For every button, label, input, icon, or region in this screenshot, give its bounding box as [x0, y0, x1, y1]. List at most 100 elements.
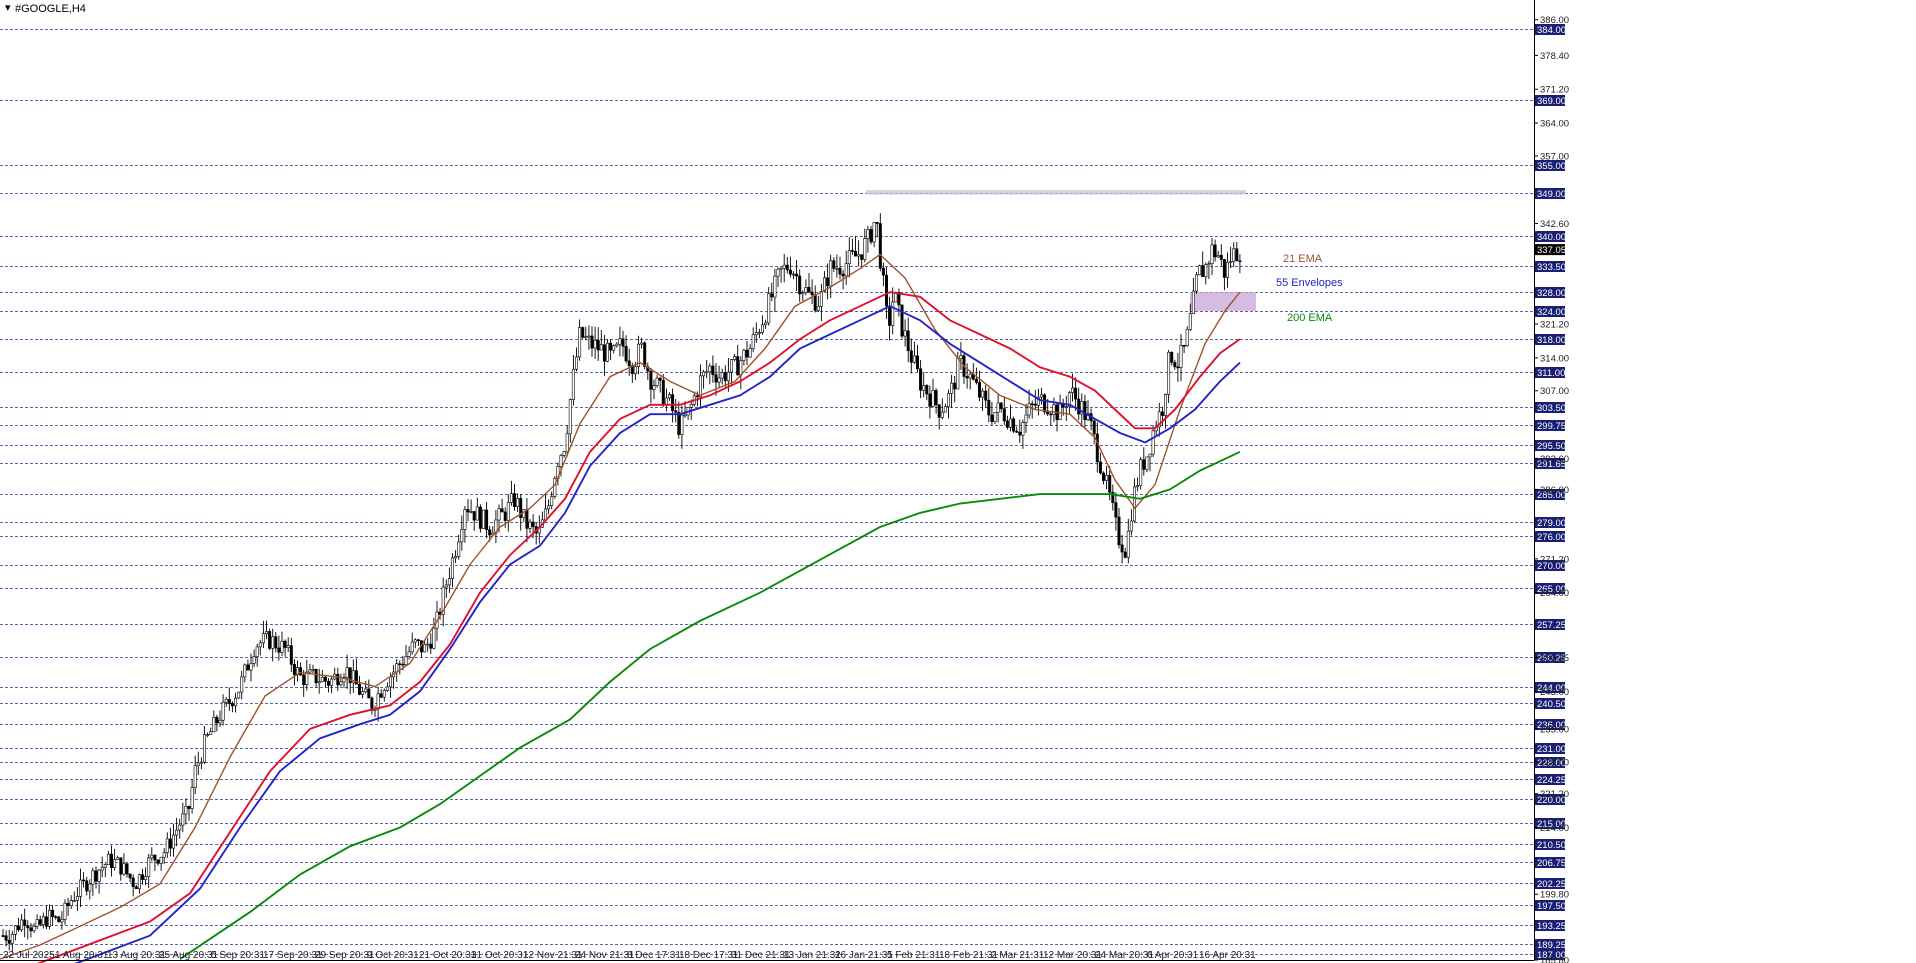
y-tick-label: 250.25 — [1540, 653, 1569, 664]
candle-body — [1191, 290, 1195, 315]
candle-body — [770, 293, 774, 298]
candle-body — [141, 874, 145, 880]
candles — [1, 213, 1242, 953]
candle-body — [974, 378, 978, 383]
envelope55-line — [74, 305, 1241, 963]
candle-body — [1083, 401, 1087, 421]
candle-body — [791, 273, 795, 276]
candle-body — [57, 916, 61, 923]
candle-body — [977, 382, 981, 398]
level-label: 187.00 — [1537, 950, 1566, 961]
candle-body — [1064, 406, 1068, 408]
candle-body — [689, 404, 693, 408]
x-tick-label: 1 Aug 20:31 — [55, 950, 109, 961]
candle-body — [457, 541, 461, 557]
level-label-box — [1535, 160, 1565, 171]
candle-body — [441, 586, 445, 615]
level-label-box — [1535, 920, 1565, 931]
indicator-label: 55 Envelopes — [1276, 277, 1343, 289]
x-tick-label: 13 Aug 20:31 — [107, 950, 166, 961]
candle-body — [633, 366, 637, 374]
candle-body — [1207, 263, 1211, 265]
x-tick-label: 31 Dec 21:31 — [731, 950, 791, 961]
candle-body — [156, 859, 160, 864]
candle-body — [1148, 453, 1152, 458]
candle-body — [919, 368, 923, 391]
candle-body — [847, 250, 851, 264]
current-price-label: 337.05 — [1537, 245, 1566, 256]
candle-body — [54, 916, 58, 918]
candle-body — [1108, 474, 1112, 493]
candle-body — [1164, 394, 1168, 416]
candle-body — [695, 395, 699, 398]
level-label-box — [1535, 560, 1565, 571]
candle-body — [500, 508, 504, 513]
candle-body — [757, 332, 761, 334]
candle-body — [565, 433, 569, 453]
candle-body — [807, 287, 811, 293]
candle-body — [460, 529, 464, 543]
y-tick-label: 357.00 — [1540, 151, 1569, 162]
candle-body — [79, 879, 83, 897]
level-label-box — [1535, 287, 1565, 298]
candle-body — [779, 267, 783, 270]
candle-body — [212, 716, 216, 733]
candle-body — [1126, 530, 1130, 558]
candle-body — [1071, 387, 1075, 393]
y-tick-label: 342.60 — [1540, 219, 1569, 230]
candle-body — [1145, 456, 1149, 470]
candle-body — [1235, 248, 1239, 262]
candle-body — [866, 229, 870, 239]
level-label-box — [1535, 188, 1565, 199]
candle-body — [993, 411, 997, 422]
candle-body — [193, 765, 197, 788]
level-label: 276.00 — [1537, 532, 1566, 543]
candle-body — [302, 674, 306, 685]
candle-body — [209, 731, 213, 735]
candle-body — [578, 327, 582, 358]
candle-body — [432, 627, 436, 649]
candle-body — [255, 646, 259, 657]
candle-body — [506, 502, 510, 521]
x-tick-label: 31 Oct 20:31 — [471, 950, 529, 961]
candle-body — [1222, 259, 1226, 278]
candle-body — [863, 238, 867, 260]
candle-body — [627, 360, 631, 367]
candle-body — [345, 667, 349, 678]
candle-body — [943, 406, 947, 413]
candle-body — [1012, 418, 1016, 432]
x-tick-label: 12 Mar 20:31 — [1043, 950, 1102, 961]
candle-body — [711, 365, 715, 376]
dropdown-arrow-icon[interactable]: ▾ — [5, 2, 11, 14]
candle-body — [41, 916, 45, 925]
level-label-box — [1535, 24, 1565, 35]
candle-body — [661, 379, 665, 406]
candle-body — [1238, 260, 1242, 263]
candle-body — [175, 829, 179, 836]
candle-body — [314, 668, 318, 684]
candle-body — [819, 291, 823, 307]
candle-body — [850, 250, 854, 252]
candle-body — [584, 336, 588, 338]
candle-body — [488, 529, 492, 536]
candle-body — [330, 678, 334, 686]
x-tick-label: 17 Sep 20:31 — [263, 950, 323, 961]
candle-body — [203, 734, 207, 763]
candle-body — [909, 350, 913, 363]
candle-body — [602, 344, 606, 362]
candle-body — [550, 496, 554, 507]
candle-body — [47, 909, 51, 927]
x-tick-label: 22 Jul 2025 — [3, 950, 55, 961]
level-label: 333.50 — [1537, 262, 1566, 273]
candle-body — [26, 925, 30, 929]
candle-body — [767, 293, 771, 324]
candle-body — [801, 292, 805, 295]
candle-body — [987, 399, 991, 416]
x-tick-label: 29 Sep 20:31 — [315, 950, 375, 961]
candle-body — [1049, 413, 1053, 416]
candle-body — [1160, 411, 1164, 416]
candle-body — [165, 838, 169, 853]
candle-body — [137, 874, 141, 890]
